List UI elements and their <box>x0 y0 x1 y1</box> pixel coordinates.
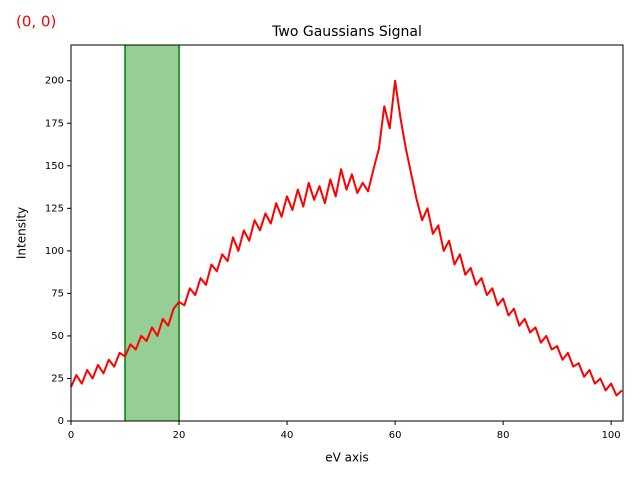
y-tick-label: 100 <box>45 246 64 257</box>
x-axis-label: eV axis <box>325 451 368 465</box>
y-tick-label: 0 <box>58 416 64 427</box>
plot-frame <box>70 44 624 422</box>
shaded-span <box>125 45 180 421</box>
y-tick-label: 125 <box>45 203 64 214</box>
x-tick-label: 100 <box>602 430 621 441</box>
y-tick-label: 200 <box>45 76 64 87</box>
y-tick-label: 25 <box>51 373 64 384</box>
y-tick-label: 75 <box>51 288 64 299</box>
y-tick-label: 175 <box>45 118 64 129</box>
y-tick-label: 150 <box>45 161 64 172</box>
chart-title: Two Gaussians Signal <box>271 24 422 40</box>
x-tick-label: 60 <box>389 430 402 441</box>
x-tick-label: 20 <box>173 430 186 441</box>
y-axis-label: Intensity <box>15 207 29 259</box>
y-tick-label: 50 <box>51 331 64 342</box>
x-tick-label: 80 <box>497 430 510 441</box>
annotation: (0, 0) <box>16 13 56 31</box>
signal-line <box>70 79 623 397</box>
x-tick-label: 0 <box>68 430 74 441</box>
x-tick-label: 40 <box>281 430 294 441</box>
